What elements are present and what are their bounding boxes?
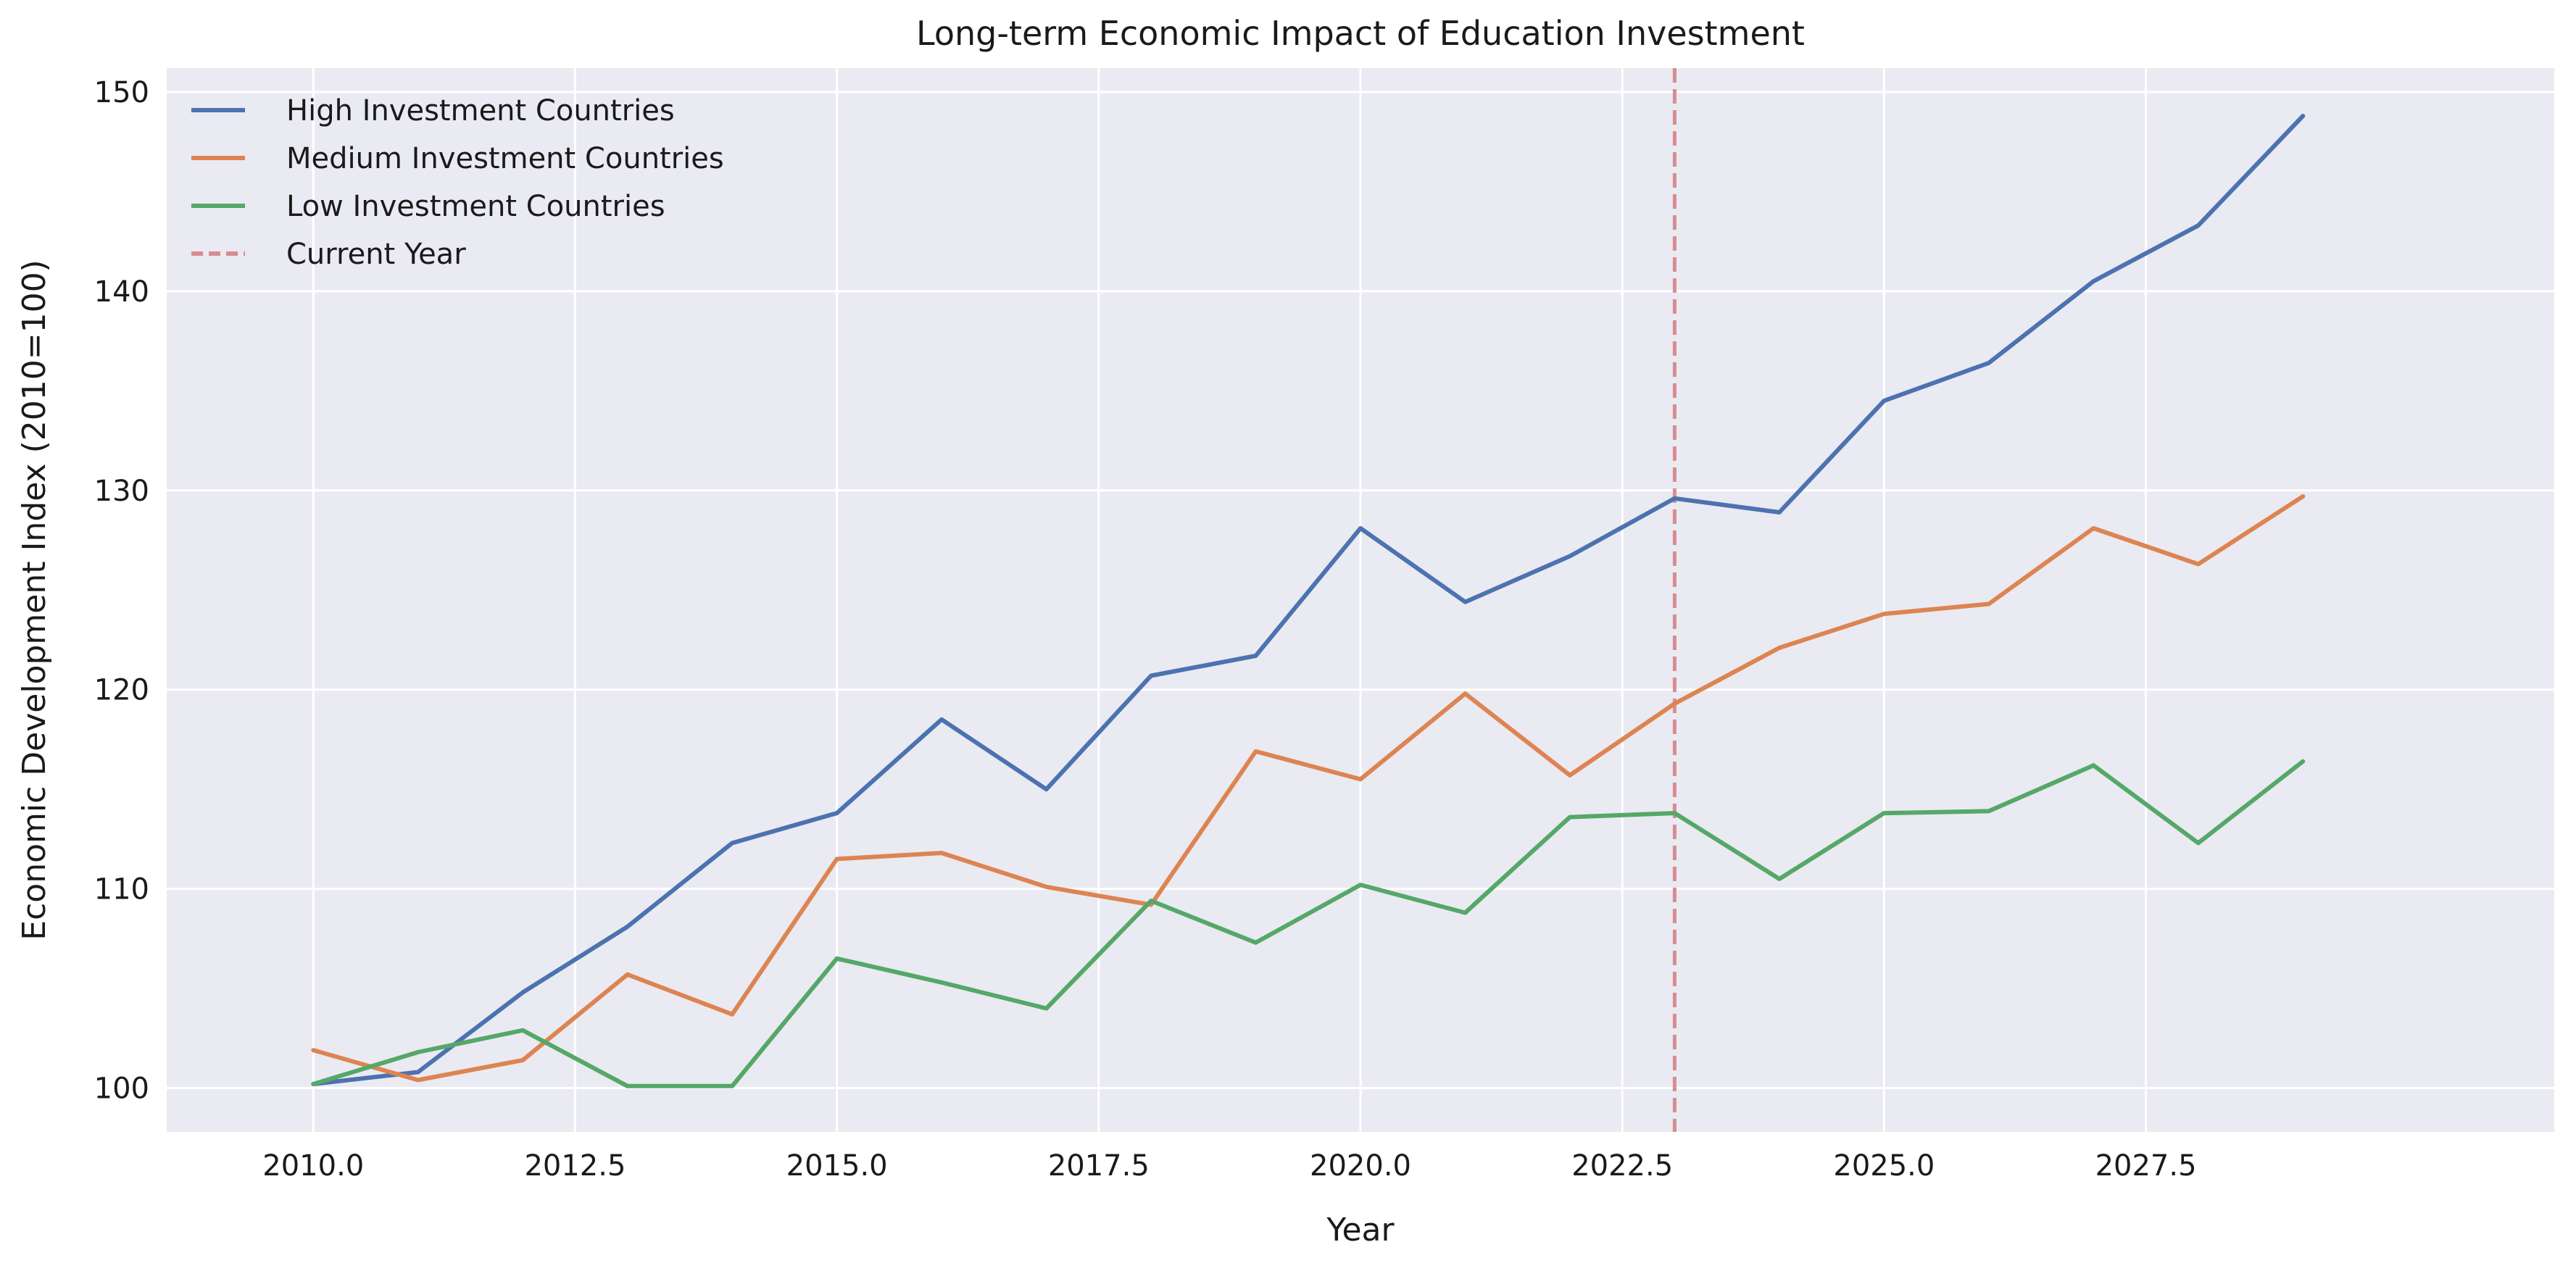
x-tick-label: 2027.5	[2095, 1149, 2197, 1183]
y-tick-label: 130	[94, 475, 149, 508]
x-tick-label: 2012.5	[524, 1149, 626, 1183]
legend-label: Low Investment Countries	[286, 190, 665, 223]
x-tick-label: 2022.5	[1571, 1149, 1673, 1183]
tick-labels: 2010.0 2012.5 2015.0 2017.5 2020.0 2022.5 2025…	[94, 76, 2197, 1183]
x-tick-label: 2017.5	[1048, 1149, 1150, 1183]
y-axis-label: Economic Development Index (2010=100)	[16, 259, 53, 940]
x-tick-label: 2010.0	[262, 1149, 364, 1183]
y-tick-label: 120	[94, 674, 149, 707]
x-tick-label: 2020.0	[1310, 1149, 1411, 1183]
legend: High Investment Countries Medium Investme…	[191, 94, 724, 271]
x-tick-label: 2025.0	[1833, 1149, 1935, 1183]
chart-title: Long-term Economic Impact of Education I…	[916, 14, 1805, 53]
series-line-0	[311, 114, 2306, 1086]
y-tick-label: 110	[94, 873, 149, 907]
y-tick-label: 150	[94, 76, 149, 109]
series-line-1	[311, 494, 2306, 1083]
y-tick-label: 100	[94, 1072, 149, 1106]
legend-label: High Investment Countries	[286, 94, 675, 128]
series-layer	[311, 114, 2306, 1088]
y-tick-label: 140	[94, 275, 149, 309]
grid-lines	[167, 68, 2554, 1132]
x-tick-label: 2015.0	[786, 1149, 888, 1183]
series-line-2	[311, 759, 2306, 1088]
x-axis-label: Year	[1326, 1212, 1395, 1249]
legend-label: Medium Investment Countries	[286, 142, 724, 175]
legend-label: Current Year	[286, 238, 466, 271]
